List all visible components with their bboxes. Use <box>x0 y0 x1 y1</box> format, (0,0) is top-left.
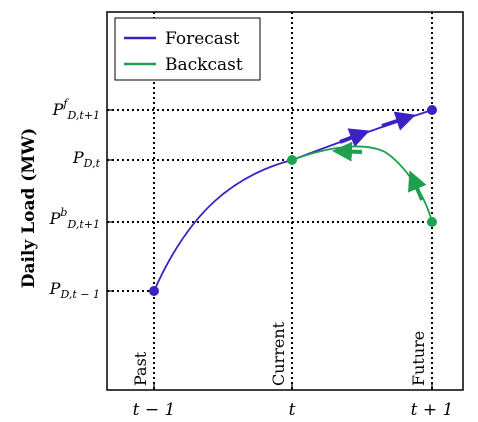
label-past: Past <box>131 351 150 386</box>
point-backcast <box>427 217 437 227</box>
ytick-pb: PbD,t+1 <box>49 206 100 231</box>
label-future: Future <box>409 331 428 386</box>
ytick-pm: PD,t − 1 <box>49 279 100 301</box>
xtick-next: t + 1 <box>411 400 454 420</box>
backcast-curve <box>291 145 433 223</box>
legend: Forecast Backcast <box>114 17 261 81</box>
legend-forecast-label: Forecast <box>165 29 240 49</box>
xtick-prev: t − 1 <box>133 400 176 420</box>
label-current: Current <box>269 321 288 386</box>
ytick-pt: PD,t <box>72 148 101 170</box>
ytick-pf: PfD,t+1 <box>52 97 100 122</box>
backcast-arrow-2 <box>408 170 427 201</box>
legend-backcast-label: Backcast <box>165 55 243 75</box>
tick-marks <box>107 109 433 390</box>
forecast-arrow-1 <box>339 128 370 148</box>
forecast-arrow-2 <box>381 111 416 131</box>
backcast-arrow-1 <box>332 141 363 162</box>
plot-frame <box>106 11 464 391</box>
y-axis-label: Daily Load (MW) <box>19 128 39 289</box>
xtick-now: t <box>289 400 296 420</box>
point-past <box>149 286 159 296</box>
point-current <box>287 155 297 165</box>
point-forecast <box>427 105 437 115</box>
